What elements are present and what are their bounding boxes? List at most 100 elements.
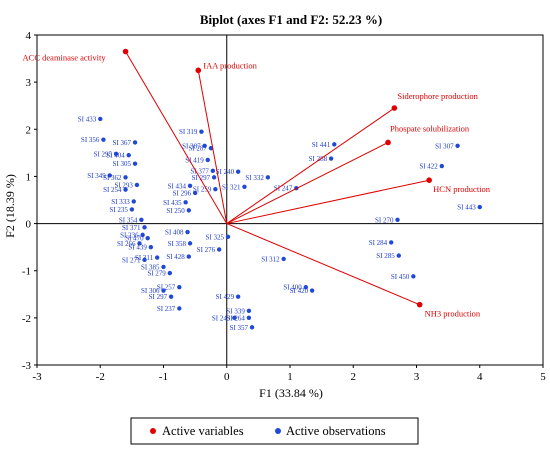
variable-vector	[197, 70, 228, 224]
observation-point	[303, 285, 309, 290]
observation-point	[145, 235, 150, 241]
observation-label: SI 254	[103, 186, 122, 194]
x-tick-label: 0	[224, 371, 230, 383]
observation-point	[235, 169, 241, 174]
observation-label: SI 354	[119, 216, 138, 224]
legend-observations-marker	[275, 428, 281, 434]
observation-point	[225, 234, 231, 239]
observation-point	[235, 294, 241, 299]
observation-point	[216, 247, 222, 252]
x-tick-label: -2	[96, 371, 105, 383]
observation-point	[281, 256, 286, 262]
observation-point	[309, 288, 315, 293]
observation-label: SI 420	[290, 287, 309, 295]
x-tick-label: -1	[159, 371, 168, 383]
observation-label: SI 400	[283, 284, 302, 292]
observation-label: SI 422	[419, 163, 438, 171]
x-tick-label: 3	[414, 371, 420, 383]
observation-point	[246, 315, 252, 321]
observation-label: SI 259	[193, 186, 212, 194]
observation-point	[142, 257, 147, 263]
observation-point	[185, 229, 190, 235]
observation-point	[129, 207, 135, 212]
observation-point	[192, 190, 198, 196]
observation-label: SI 332	[245, 174, 264, 182]
observation-point	[232, 315, 237, 321]
observation-label: SI 387	[182, 142, 201, 150]
observation-point	[168, 294, 174, 299]
y-tick-label: -1	[22, 266, 31, 278]
observation-label: SI 305	[113, 160, 132, 168]
observation-label: SI 470	[125, 235, 144, 243]
variable-point	[122, 48, 129, 55]
observation-label: SI 285	[376, 252, 395, 260]
observation-point	[396, 253, 401, 258]
observation-label: SI 284	[369, 239, 388, 247]
legend-variables-marker	[150, 428, 156, 434]
observation-point	[186, 208, 191, 213]
x-tick-label: 1	[287, 371, 293, 383]
variable-point	[416, 301, 423, 308]
observation-label: SI 250	[166, 207, 185, 215]
observation-label: SI 377	[190, 167, 209, 175]
variable-label: NH3 production	[425, 309, 481, 319]
observation-point	[139, 217, 144, 222]
observation-point	[328, 156, 334, 161]
observation-label: SI 325	[206, 233, 225, 241]
observation-label: SI 243	[212, 314, 231, 322]
observation-point	[132, 140, 138, 145]
variable-point	[195, 67, 202, 74]
observation-point	[132, 161, 138, 166]
observation-label: SI 435	[163, 199, 182, 207]
observation-label: SI 433	[78, 115, 97, 123]
observation-label: SI 367	[113, 139, 132, 147]
plot-area: -3 -2 -1 0 1 2 3 4 5 -3 -2 -1 0 1 2 3 4 SI 433 SI 356 SI 29…	[22, 30, 546, 383]
observation-point	[477, 204, 482, 210]
observation-label: SI 429	[216, 293, 235, 301]
observation-label: SI 419	[185, 156, 204, 164]
observation-point	[177, 285, 182, 290]
observation-label: SI 271	[122, 256, 141, 264]
observation-point	[187, 241, 193, 246]
observation-point	[455, 143, 460, 148]
variable-vector	[125, 51, 228, 224]
observation-label: SI 441	[312, 141, 331, 149]
observation-label: SI 297	[149, 293, 168, 301]
observation-label: SI 295	[94, 150, 113, 158]
observation-label: SI 279	[147, 270, 166, 278]
y-tick-label: -3	[22, 360, 32, 372]
observation-label: SI 371	[122, 224, 141, 232]
y-tick-label: 3	[26, 77, 32, 89]
observation-point	[439, 163, 444, 169]
legend-variables-label: Active variables	[162, 424, 244, 438]
observation-label: SI 385	[141, 263, 160, 271]
observation-label: SI 270	[375, 216, 394, 224]
variable-label: Phospate solubilization	[390, 123, 470, 133]
observation-point	[167, 270, 173, 276]
observation-point	[142, 225, 147, 230]
observation-label: SI 408	[165, 229, 184, 237]
observation-point	[411, 274, 416, 279]
x-tick-label: 4	[477, 371, 483, 383]
observation-point	[389, 240, 394, 245]
observation-point	[186, 254, 191, 259]
observation-point	[265, 175, 271, 180]
observation-point	[249, 325, 255, 330]
x-axis-label: F1 (33.84 %)	[259, 386, 323, 400]
observation-point	[98, 116, 103, 122]
variable-vector	[226, 142, 389, 225]
observation-point	[161, 288, 166, 293]
observation-point	[154, 255, 160, 260]
observation-label: SI 307	[435, 142, 454, 150]
observation-label: SI 439	[128, 244, 147, 252]
y-tick-label: -2	[22, 313, 31, 325]
observation-label: SI 321	[222, 183, 241, 191]
observation-label: SI 428	[166, 253, 185, 261]
legend-box	[130, 417, 419, 445]
chart-title: Biplot (axes F1 and F2: 52.23 %)	[200, 12, 382, 27]
variable-vector	[226, 223, 420, 306]
observation-label: SI 319	[179, 128, 198, 136]
observation-point	[126, 153, 131, 158]
x-tick-label: 2	[351, 371, 357, 383]
